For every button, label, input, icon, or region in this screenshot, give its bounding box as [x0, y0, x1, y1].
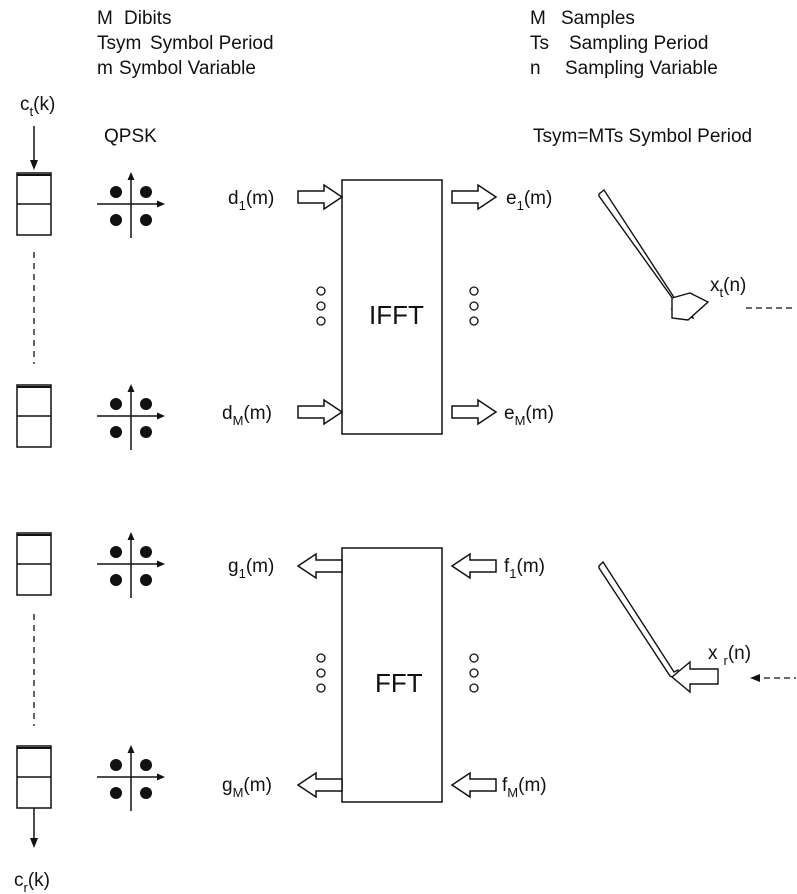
ellipsis-dots: [469, 286, 479, 326]
legend-right-text: Sampling Period: [569, 33, 708, 54]
xt-serial-arrow: [598, 188, 710, 321]
cr-label: cr(k): [14, 870, 50, 894]
xt-label: xt(n): [710, 275, 746, 300]
ct-sub: t: [30, 104, 34, 119]
ifft-output-arrow: [451, 184, 497, 210]
g1-arg: (m): [246, 556, 274, 577]
ifft-output-label: eM(m): [504, 403, 554, 428]
legend-left-text: Symbol Variable: [119, 58, 256, 79]
shift-register: [16, 532, 52, 596]
xt-arg: (n): [723, 275, 746, 296]
legend-right-symbol: n: [530, 58, 541, 79]
legend-left-text: Symbol Period: [150, 33, 274, 54]
shift-register: [16, 745, 52, 809]
ifft-input-arrow: [297, 399, 343, 425]
xr-sub: r: [724, 653, 729, 668]
e1-base: e: [506, 188, 517, 209]
output-arrow: [30, 808, 38, 848]
eM-arg: (m): [525, 403, 553, 424]
fM-sub: M: [507, 785, 518, 800]
ellipsis-dots: [316, 653, 326, 693]
xr-base: x: [708, 643, 718, 664]
ifft-output-arrow: [451, 399, 497, 425]
ifft-input-arrow: [297, 184, 343, 210]
legend-right: M Samples Ts Sampling Period n Sampling …: [530, 8, 718, 79]
ifft-output-label: e1(m): [506, 188, 552, 213]
d1-base: d: [228, 188, 239, 209]
ellipsis-dots: [316, 286, 326, 326]
ifft-input-label: d1(m): [228, 188, 274, 213]
fft-output-arrow: [297, 772, 343, 798]
legend-left-text: Dibits: [124, 8, 172, 29]
dM-arg: (m): [243, 403, 271, 424]
fft-output-label: g1(m): [228, 556, 274, 581]
fft-input-label: f1(m): [504, 556, 545, 581]
dM-sub: M: [233, 413, 244, 428]
eM-base: e: [504, 403, 515, 424]
fft-block: [341, 547, 443, 803]
shift-register: [16, 384, 52, 448]
gM-base: g: [222, 775, 233, 796]
legend-right-symbol: M: [530, 8, 546, 29]
xr-arg: (n): [728, 643, 751, 664]
legend-left-symbol: M: [97, 8, 113, 29]
legend-left-symbol: m: [97, 58, 113, 79]
fM-arg: (m): [518, 775, 546, 796]
ct-label: ct(k): [20, 94, 55, 119]
qpsk-label: QPSK: [104, 126, 157, 147]
qpsk-constellation: [96, 383, 166, 451]
qpsk-constellation: [96, 744, 166, 812]
e1-arg: (m): [524, 188, 552, 209]
fft-label: FFT: [375, 668, 423, 698]
ifft-block: [341, 179, 443, 435]
fft-output-label: gM(m): [222, 775, 272, 800]
f1-base: f: [504, 556, 510, 577]
cr-arg: (k): [28, 870, 50, 891]
g1-sub: 1: [239, 566, 246, 581]
ct-base: c: [20, 94, 30, 115]
e1-sub: 1: [517, 198, 524, 213]
cr-sub: r: [24, 880, 29, 894]
ct-arg: (k): [33, 94, 55, 115]
ifft-input-label: dM(m): [222, 403, 272, 428]
g1-base: g: [228, 556, 239, 577]
d1-sub: 1: [239, 198, 246, 213]
legend-right-symbol: Ts: [530, 33, 549, 54]
gM-sub: M: [233, 785, 244, 800]
xr-serial-arrow: [598, 560, 719, 694]
qpsk-constellation: [96, 531, 166, 599]
fM-base: f: [502, 775, 508, 796]
ellipsis-dots: [469, 653, 479, 693]
fft-input-arrow: [451, 772, 497, 798]
xt-base: x: [710, 275, 720, 296]
legend-left: M Dibits Tsym Symbol Period m Symbol Var…: [97, 8, 274, 79]
symbol-period-note: Tsym=MTs Symbol Period: [533, 126, 752, 147]
d1-arg: (m): [246, 188, 274, 209]
legend-right-text: Sampling Variable: [565, 58, 718, 79]
svg-text:cr(k): cr(k): [14, 870, 50, 894]
fft-output-arrow: [297, 553, 343, 579]
svg-text:ct(k): ct(k): [20, 94, 55, 119]
dM-base: d: [222, 403, 233, 424]
eM-sub: M: [515, 413, 526, 428]
f1-arg: (m): [517, 556, 545, 577]
xt-sub: t: [720, 285, 724, 300]
fft-input-arrow: [451, 553, 497, 579]
qpsk-constellation: [96, 171, 166, 239]
input-arrow: [30, 126, 38, 170]
gM-arg: (m): [243, 775, 271, 796]
xr-label: x r(n): [708, 643, 751, 668]
ifft-label: IFFT: [369, 300, 424, 330]
legend-left-symbol: Tsym: [97, 33, 141, 54]
f1-sub: 1: [509, 566, 516, 581]
legend-right-text: Samples: [561, 8, 635, 29]
xr-dashed-input: [750, 674, 796, 682]
fft-input-label: fM(m): [502, 775, 547, 800]
shift-register: [16, 172, 52, 236]
cr-base: c: [14, 870, 24, 891]
